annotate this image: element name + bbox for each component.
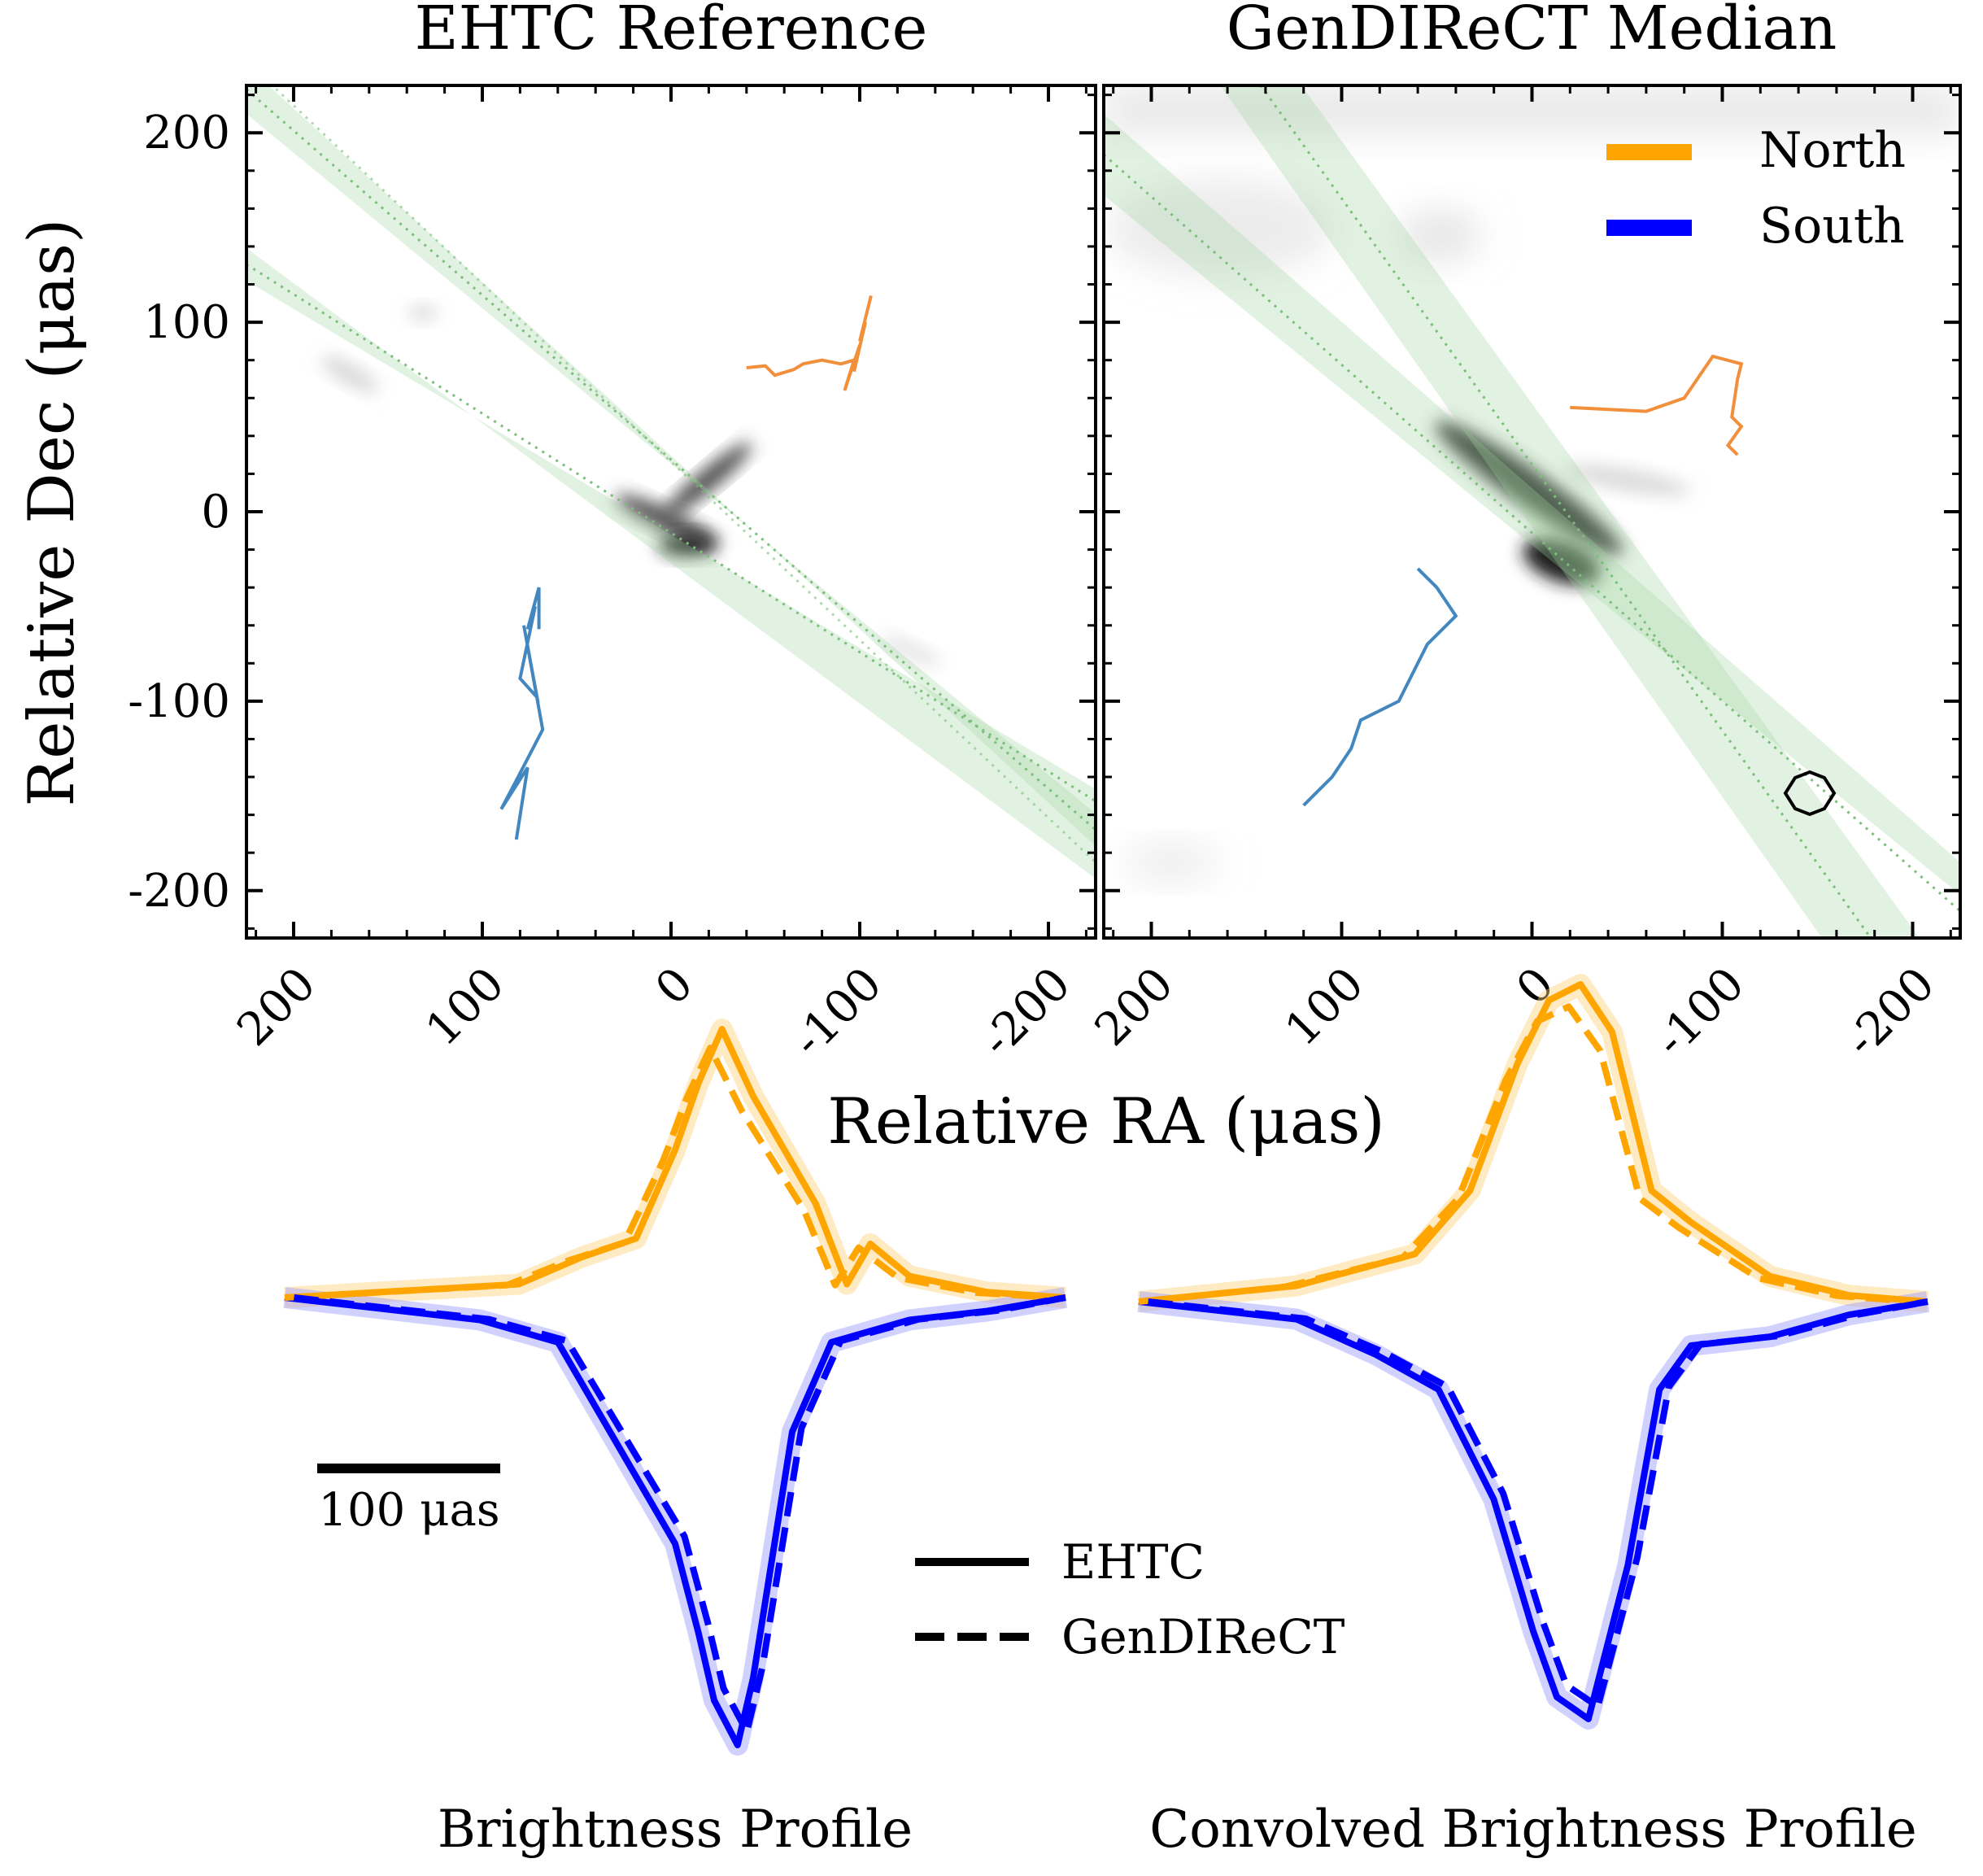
legend-label-south: South [1759, 198, 1905, 255]
y-tick-label: 100 [143, 296, 230, 349]
y-tick-label: -100 [128, 675, 230, 728]
x-axis-label: Relative RA (μas) [827, 1085, 1385, 1158]
legend-label-gendirect: GenDIReCT [1061, 1609, 1345, 1664]
image-intensity [246, 85, 1096, 879]
x-tick-label: 100 [1275, 958, 1375, 1057]
south-profile-gendirect [1148, 1298, 1929, 1710]
profile-title-brightness: Brightness Profile [438, 1800, 913, 1860]
legend-line-style: EHTC GenDIReCT [915, 1534, 1345, 1664]
south-profile-gendirect [294, 1294, 1066, 1735]
north-profile-gendirect [1138, 1003, 1916, 1305]
legend-label-north: North [1759, 122, 1906, 179]
x-tick-label: 100 [416, 958, 515, 1057]
jet-band-group [1104, 85, 1960, 938]
panel-title: GenDIReCT Median [1227, 0, 1837, 63]
y-tick-label: 200 [143, 107, 230, 159]
x-tick-label: 200 [227, 958, 326, 1057]
x-tick-label: 0 [646, 958, 704, 1015]
x-tick-label: 200 [1085, 958, 1184, 1057]
y-tick-label: 0 [201, 486, 230, 539]
north-uncertainty-band [284, 1019, 1066, 1308]
south-contour-line [499, 587, 545, 840]
north-profile-ehtc [284, 1026, 1066, 1301]
x-tick-label: -200 [1835, 958, 1945, 1067]
brightness-profile [283, 1019, 1068, 1756]
image-intensity [1104, 85, 1960, 938]
convolved-brightness-profile [1137, 974, 1930, 1730]
y-tick-label: -200 [128, 865, 230, 918]
south-contour-line [1302, 567, 1458, 807]
x-tick-label: -200 [971, 958, 1081, 1067]
beam-icon [1783, 770, 1837, 817]
scale-bar: 100 μas [317, 1464, 500, 1537]
jet-band-group [246, 85, 1096, 879]
north-contour-line [1570, 354, 1744, 456]
x-tick-label: -100 [782, 958, 892, 1067]
north-profile-gendirect [284, 1045, 1054, 1301]
north-profile-ehtc [1138, 981, 1929, 1305]
panel-title: EHTC Reference [415, 0, 928, 63]
y-axis-label: Relative Dec (μas) [15, 219, 89, 807]
x-tick-label: -100 [1645, 958, 1754, 1067]
scale-bar-label: 100 μas [318, 1484, 499, 1537]
panel-ehtc-reference: 200 100 0 -100 -200 200 100 0 -100 -200 EHTC Refe… [128, 0, 1097, 1067]
panel-gendirect-median: 200 100 0 -100 -200 GenDIReCT Median North S… [1085, 0, 1962, 1067]
north-contour-line [746, 295, 873, 391]
profile-title-convolved: Convolved Brightness Profile [1149, 1800, 1917, 1860]
legend-label-ehtc: EHTC [1061, 1534, 1205, 1590]
legend-north-south: North South [1606, 122, 1906, 255]
